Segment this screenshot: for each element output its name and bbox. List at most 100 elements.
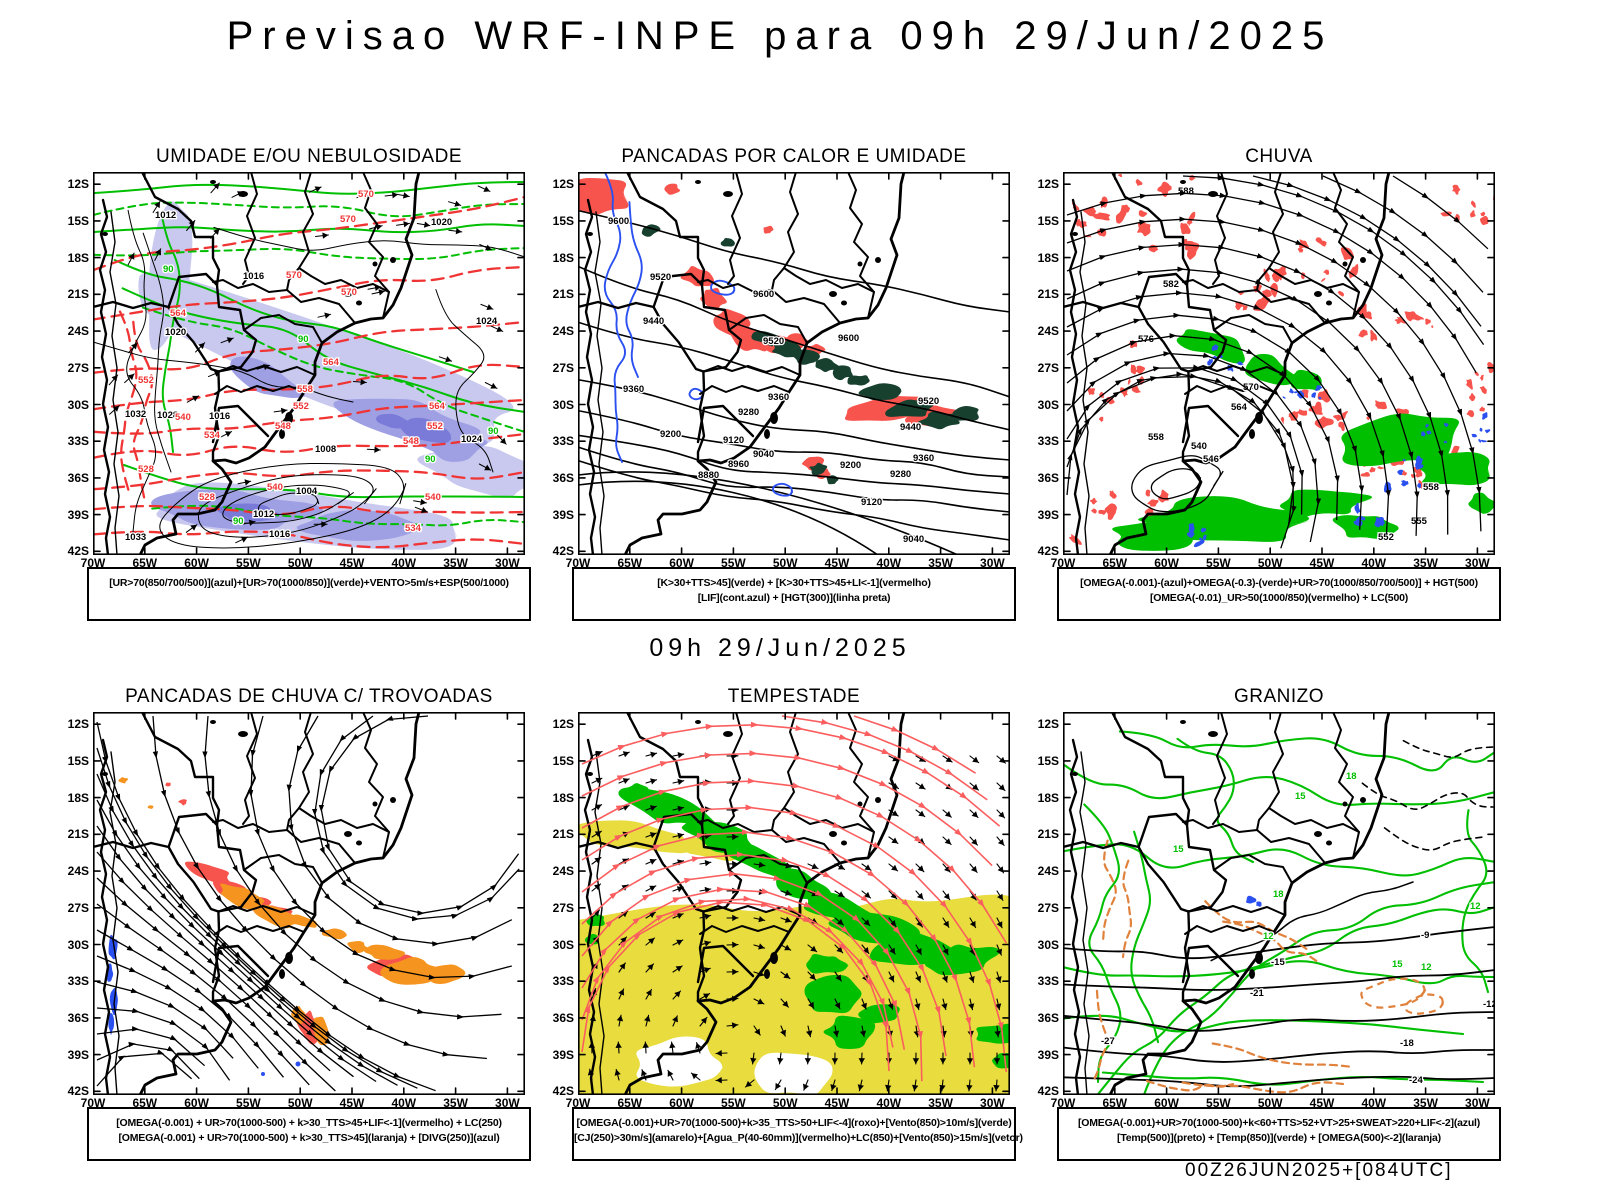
contour-label: -24 — [1409, 1075, 1423, 1086]
contour-label: 564 — [170, 308, 187, 319]
contour-label: 18 — [1346, 771, 1357, 782]
lon-tick-label: 35W — [443, 556, 468, 570]
contour-label: -18 — [1400, 1038, 1414, 1049]
lat-tick-label: 33S — [1037, 434, 1059, 449]
contour-label: 90 — [488, 426, 499, 437]
lat-tick-label: 33S — [1037, 974, 1059, 989]
contour-label: 12 — [1263, 931, 1274, 942]
legend-line: [Temp(500)](preto) + [Temp(850)](verde) … — [1117, 1132, 1441, 1144]
lon-tick-label: 45W — [1309, 556, 1335, 570]
legend-line: [OMEGA(-0.001)+UR>70(1000-500)+k>35_TTS>… — [576, 1117, 1012, 1129]
lat-tick-label: 33S — [67, 434, 89, 449]
contour-label: 558 — [1423, 482, 1439, 493]
map-content: 9600 9600 9600 9520 9520 9520 9440 9440 9360 9360… — [578, 172, 1010, 555]
lon-tick-label: 35W — [1413, 1096, 1438, 1110]
contour-label: 90 — [298, 334, 309, 345]
contour-label: 1020 — [431, 217, 452, 228]
lon-tick-label: 50W — [1257, 1096, 1283, 1110]
contour-label: 9600 — [608, 216, 629, 227]
lon-tick-label: 55W — [721, 556, 746, 570]
contour-label: 9200 — [660, 429, 681, 440]
lat-tick-label: 27S — [552, 360, 574, 375]
lon-tick-label: 35W — [928, 1096, 953, 1110]
panel-pancadas-calor: PANCADAS POR CALOR E UMIDADE 9600 9600 9600… — [538, 143, 1050, 648]
lat-tick-label: 15S — [67, 213, 89, 228]
contour-label: 588 — [1178, 186, 1194, 197]
lat-tick-label: 21S — [552, 287, 574, 302]
legend-box-trovoadas: [OMEGA(-0.001) + UR>70(1000-500) + k>30_… — [87, 1107, 531, 1161]
lon-tick-label: 40W — [876, 556, 902, 570]
contour-label: 9360 — [623, 384, 644, 395]
lon-tick-label: 30W — [980, 556, 1005, 570]
contour-label: 528 — [199, 492, 215, 503]
lon-tick-label: 50W — [287, 556, 313, 570]
lat-tick-label: 39S — [67, 507, 89, 522]
lon-tick-label: 70W — [565, 556, 591, 570]
map-pancadas-calor: 9600 9600 9600 9520 9520 9520 9440 9440 9360 9360… — [578, 172, 1010, 555]
contour-label: 558 — [1148, 432, 1164, 443]
map-frame — [1063, 172, 1495, 555]
contour-label: -15 — [1271, 957, 1285, 968]
panel-tempestade: TEMPESTADE 12S 15S 18S 21S 24S 27S 30S 33S 36S 39S… — [538, 683, 1050, 1188]
contour-label: 9600 — [753, 289, 774, 300]
panel-title-chuva: CHUVA — [1245, 146, 1313, 167]
map-granizo: 18 15 12 18 12 15 12 15 -9 -15 -18 -21 -24 -27 -12 — [1063, 712, 1495, 1095]
contour-label: 1008 — [315, 444, 336, 455]
contour-label: 555 — [1411, 516, 1428, 527]
lat-tick-label: 39S — [1037, 507, 1059, 522]
contour-label: 552 — [138, 375, 154, 386]
lon-tick-label: 50W — [772, 1096, 798, 1110]
contour-label: 15 — [1173, 844, 1184, 855]
lat-tick-label: 39S — [67, 1047, 89, 1062]
page-title: Previsao WRF-INPE para 09h 29/Jun/2025 — [226, 14, 1334, 58]
contour-label: 90 — [425, 454, 436, 465]
contour-label: 15 — [1392, 959, 1403, 970]
contour-label: 8880 — [698, 470, 719, 481]
contour-label: 1016 — [209, 411, 230, 422]
contour-label: -12 — [1483, 999, 1495, 1010]
panel-title-trovoadas: PANCADAS DE CHUVA C/ TROVOADAS — [125, 686, 493, 707]
map-content: 18 15 12 18 12 15 12 15 -9 -15 -18 -21 -24 -27 -12 — [1063, 712, 1495, 1095]
contour-label: 534 — [204, 430, 221, 441]
lat-tick-label: 24S — [1037, 864, 1059, 879]
map-frame — [1063, 712, 1495, 1095]
lat-tick-label: 42S — [67, 1084, 89, 1099]
contour-label: -27 — [1101, 1036, 1115, 1047]
contour-label: 9280 — [890, 469, 911, 480]
map-tempestade — [578, 712, 1010, 1095]
map-content: 1012 1016 1020 1016 1028 1032 1020 1024 1024 1008… — [93, 172, 525, 555]
run-info-label: 00Z26JUN2025+[084UTC] — [1185, 1160, 1453, 1181]
lat-tick-label: 27S — [67, 360, 89, 375]
contour-label: 9520 — [763, 336, 784, 347]
panel-title-tempestade: TEMPESTADE — [727, 686, 861, 707]
lat-tick-label: 18S — [67, 790, 89, 805]
lat-tick-label: 36S — [1037, 1010, 1059, 1025]
lat-tick-label: 21S — [67, 827, 89, 842]
lat-tick-label: 27S — [1037, 360, 1059, 375]
lat-tick-label: 30S — [1037, 397, 1059, 412]
contour-label: 552 — [293, 401, 309, 412]
contour-label: 570 — [286, 270, 302, 281]
lat-tick-label: 42S — [552, 544, 574, 559]
lat-tick-label: 12S — [67, 717, 89, 732]
contour-label: 1024 — [461, 434, 483, 445]
lat-tick-label: 27S — [67, 900, 89, 915]
lat-tick-label: 12S — [552, 717, 574, 732]
map-frame — [93, 712, 525, 1095]
contour-label: 564 — [1231, 402, 1248, 413]
contour-label: 552 — [427, 421, 443, 432]
lat-tick-label: 36S — [552, 470, 574, 485]
lon-tick-label: 40W — [876, 1096, 902, 1110]
lon-tick-label: 50W — [772, 556, 798, 570]
lon-tick-label: 55W — [236, 1096, 261, 1110]
lat-tick-label: 30S — [67, 397, 89, 412]
lat-tick-label: 39S — [552, 1047, 574, 1062]
contour-label: 9440 — [643, 316, 664, 327]
panel-trovoadas: PANCADAS DE CHUVA C/ TROVOADAS 12S 15S 18S 2… — [53, 683, 565, 1188]
lat-tick-label: 24S — [67, 864, 89, 879]
lon-tick-label: 70W — [1050, 556, 1076, 570]
contour-label: 1016 — [269, 529, 290, 540]
lat-tick-label: 15S — [552, 753, 574, 768]
